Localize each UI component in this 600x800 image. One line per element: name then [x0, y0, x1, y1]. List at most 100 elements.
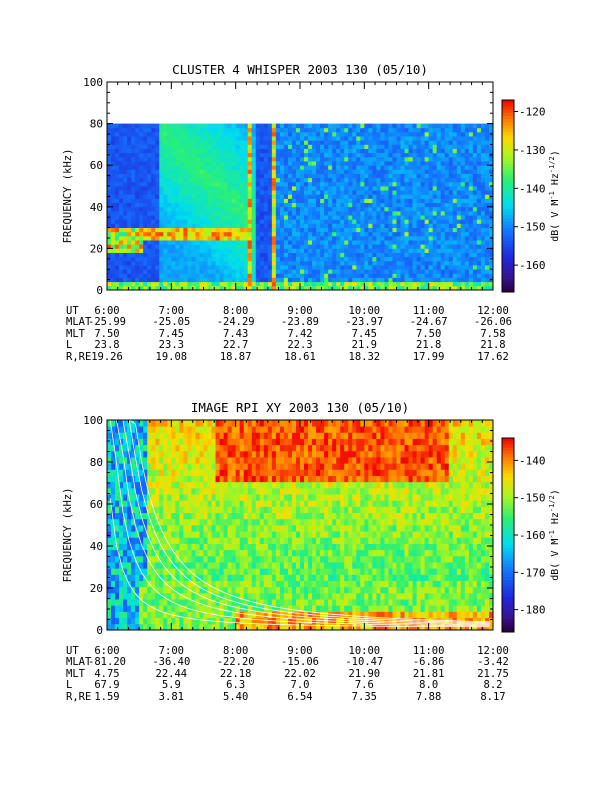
y-tick-label: 60	[90, 498, 103, 511]
ephemeris-cell: 11:00	[412, 645, 445, 657]
ephemeris-cell: -25.99	[88, 316, 126, 329]
ephemeris-cell: 10:00	[348, 645, 381, 657]
colorbar-swatch	[502, 202, 514, 207]
ephemeris-cell: 23.8	[94, 339, 120, 352]
ephemeris-cell: -10.47	[345, 656, 384, 669]
ephemeris-cell: 6.54	[287, 690, 313, 703]
colorbar-swatch	[502, 100, 514, 104]
colorbar-label-part: Hz	[550, 512, 561, 530]
ephemeris-cell: 5.40	[223, 690, 249, 703]
colorbar-swatch	[502, 196, 514, 200]
colorbar-label-part: -1/2	[548, 156, 556, 173]
colorbar-swatch	[502, 580, 514, 584]
colorbar-swatch	[502, 160, 514, 165]
ephemeris-cell: 7.88	[416, 690, 442, 703]
colorbar-swatch	[502, 509, 514, 513]
harmonic-curve	[110, 419, 490, 623]
colorbar-swatch	[502, 282, 514, 287]
colorbar-swatch	[502, 192, 514, 197]
colorbar-swatch	[502, 279, 514, 283]
ephemeris-cell: 21.9	[351, 339, 377, 352]
colorbar-swatch	[502, 189, 514, 194]
ephemeris-cell: 3.81	[158, 690, 184, 703]
colorbar-swatch	[502, 551, 514, 555]
colorbar-label-part: -1	[548, 191, 556, 199]
colorbar-swatch	[502, 151, 514, 155]
colorbar-swatch	[502, 496, 514, 500]
ephemeris-cell: 21.8	[416, 339, 442, 352]
ephemeris-cell: 23.3	[158, 339, 184, 352]
colorbar-swatch	[502, 544, 514, 549]
ephemeris-cell: 21.90	[348, 667, 381, 680]
colorbar-swatch	[502, 547, 514, 552]
y-tick-label: 20	[90, 242, 103, 255]
colorbar-swatch	[502, 589, 514, 594]
ephemeris-cell: 7:00	[158, 645, 184, 657]
ephemeris-cell: 7.43	[223, 327, 249, 340]
colorbar-swatch	[502, 144, 514, 149]
ephemeris-cell: -15.06	[281, 656, 319, 669]
colorbar-swatch	[502, 541, 514, 546]
colorbar-swatch	[502, 173, 514, 178]
ephemeris-cell: -22.20	[216, 656, 255, 669]
colorbar-swatch	[502, 183, 514, 187]
colorbar-swatch	[502, 253, 514, 258]
ephemeris-row-label: UT	[66, 645, 79, 657]
colorbar-swatch	[502, 438, 514, 442]
ephemeris-cell: 17.62	[477, 350, 509, 363]
ephemeris-row-label: L	[66, 339, 73, 352]
colorbar-swatch	[502, 180, 514, 184]
colorbar-swatch	[502, 625, 514, 630]
colorbar-swatch	[502, 528, 514, 533]
colorbar-swatch	[502, 499, 514, 504]
colorbar-swatch	[502, 231, 514, 235]
colorbar-tick-label: -140	[519, 182, 546, 195]
colorbar-frame	[501, 99, 515, 293]
colorbar-label-part: Hz	[550, 173, 561, 191]
harmonic-curves	[109, 419, 490, 628]
colorbar-swatch	[502, 473, 514, 478]
colorbar-swatch	[502, 221, 514, 226]
y-tick-label: 40	[90, 201, 103, 214]
spectrogram-image	[107, 123, 494, 291]
colorbar-swatch	[502, 480, 514, 484]
ephemeris-table-image-rpi: UT 6:00 7:00 8:00 9:00 10:00 11:00 12:00 MLAT -81…	[0, 646, 600, 716]
ephemeris-row-label: R,RE	[66, 350, 92, 363]
colorbar-swatch	[502, 116, 514, 120]
colorbar-label-part: )	[550, 150, 561, 156]
ephemeris-cell: 21.8	[480, 339, 506, 352]
colorbar-swatch	[502, 122, 514, 127]
colorbar-swatch	[502, 502, 514, 507]
ephemeris-cell: 17.99	[412, 350, 445, 363]
colorbar-tick-label: -170	[519, 566, 546, 579]
ephemeris-cell: 6.3	[226, 679, 246, 692]
colorbar-swatch	[502, 285, 514, 290]
ephemeris-cell: -23.89	[281, 316, 319, 329]
colorbar: -140 -150 -160 -170 -180 dB( V M-1 Hz-1/2)	[501, 437, 561, 633]
ephemeris-row-label: MLT	[66, 327, 85, 340]
colorbar-swatch	[502, 460, 514, 465]
panel-2: 0 20 40 60 80 100 IMAGE RPI XY 2003 130 (05/10…	[62, 400, 561, 637]
colorbar-swatch	[502, 250, 514, 255]
ephemeris-cell: 7.58	[480, 327, 506, 340]
colorbar-swatch	[502, 505, 514, 510]
ephemeris-cell: 6:00	[94, 305, 120, 317]
ephemeris-cell: 7.42	[287, 327, 313, 340]
ephemeris-cell: 4.75	[94, 667, 120, 680]
ephemeris-cell: 7:00	[158, 305, 184, 317]
colorbar-swatch	[502, 215, 514, 219]
colorbar-swatch	[502, 276, 514, 280]
ephemeris-cell: 11:00	[412, 305, 445, 317]
colorbar-swatch	[502, 272, 514, 277]
colorbar-swatch	[502, 212, 514, 216]
ephemeris-cell: 7.45	[351, 327, 377, 340]
ephemeris-row-label: R,RE	[66, 690, 92, 703]
ephemeris-cell: -25.05	[152, 316, 191, 329]
colorbar-tick-label: -180	[519, 604, 546, 617]
colorbar-swatch	[502, 119, 514, 123]
ephemeris-cell: 7.50	[94, 327, 120, 340]
ephemeris-cell: 18.61	[284, 350, 316, 363]
colorbar-swatch	[502, 518, 514, 523]
colorbar-tick-label: -140	[519, 454, 546, 467]
